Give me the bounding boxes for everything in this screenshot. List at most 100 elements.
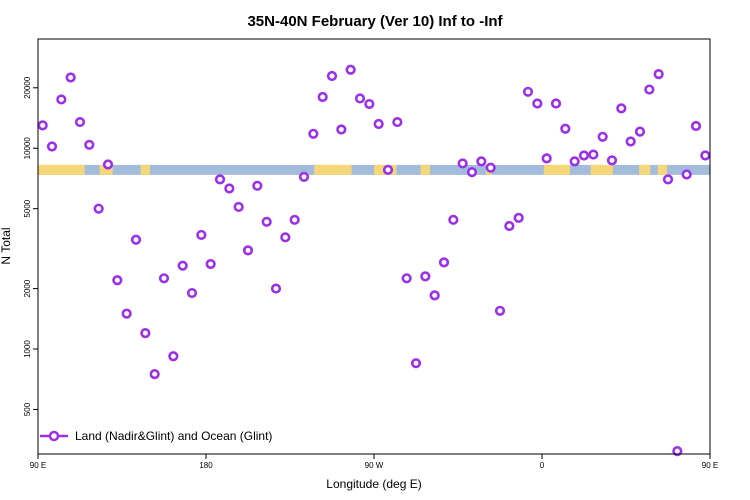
data-point [270,283,282,294]
data-point [494,305,506,316]
data-point [354,93,366,104]
legend: Land (Nadir&Glint) and Ocean (Glint) [40,429,272,443]
data-point [84,139,95,150]
data-point [242,245,254,256]
y-tick-label: 500 [23,402,32,416]
data-point [280,232,291,243]
data-point [448,214,459,225]
data-point [336,124,347,135]
legend-marker [48,430,60,442]
data-point [308,128,319,139]
data-point [186,287,198,299]
data-point [457,158,468,169]
data-point [578,150,590,161]
plot-frame [37,38,711,455]
land-band [38,164,85,175]
data-point [438,257,450,268]
data-point [420,271,431,282]
data-point [466,167,478,178]
data-point [130,234,142,245]
data-point [261,216,272,227]
data-point [158,273,170,284]
x-tick-label: 90 E [30,461,46,470]
y-tick-label: 20000 [23,76,32,99]
data-point [606,155,618,166]
y-tick-label: 5000 [23,199,32,217]
data-point [224,183,235,194]
data-point [560,123,571,134]
data-point [634,126,646,137]
data-point [672,446,683,457]
land-band [99,164,113,175]
x-axis-label: Longitude (deg E) [326,477,421,491]
data-point [233,201,244,213]
x-tick-label: 180 [199,461,213,470]
data-point [56,94,67,105]
data-point [504,220,515,232]
data-point [252,180,263,191]
y-tick-label: 2000 [23,279,32,297]
land-band [314,164,352,175]
legend-label: Land (Nadir&Glint) and Ocean (Glint) [75,429,272,443]
axes: 90 E 180 90 W 0 90 E 500 1000 2000 5000 10000 2000… [23,76,718,470]
data-point [205,258,216,270]
land-band [657,164,668,175]
data-point [102,159,114,170]
data-point [522,86,534,97]
data-point [149,369,160,380]
land-band [590,164,613,175]
data-point [317,91,328,103]
data-point [690,120,702,132]
data-point [700,150,711,161]
data-point [168,351,179,362]
data-point [681,169,692,180]
data-point [373,118,384,130]
x-tick-label: 90 W [365,461,384,470]
y-axis-label: N Total [0,227,13,264]
data-point [177,260,188,271]
data-point [597,131,608,142]
y-tick-label: 10000 [23,137,32,160]
data-point [392,116,403,128]
data-point [550,98,562,109]
data-point [65,72,76,83]
data-point [214,174,226,185]
y-tick-label: 1000 [23,340,32,358]
data-point [653,69,664,80]
data-point [485,162,496,173]
data-point [93,203,104,214]
data-point [289,214,300,225]
data-point [401,273,412,284]
data-point [644,84,655,95]
data-point [625,136,636,147]
data-point [382,164,394,176]
data-point [326,70,338,82]
land-band [543,164,570,175]
data-point [196,229,207,241]
data-point [476,156,487,167]
land-band [639,164,651,175]
data-point [662,174,674,185]
data-point [121,308,132,319]
data-point [569,156,580,167]
data-point [541,153,552,164]
surface-band [38,164,710,175]
data-point [74,116,86,128]
data-point [364,98,375,110]
land-band [140,164,150,175]
x-tick-label: 0 [540,461,545,470]
chart-title: 35N-40N February (Ver 10) Inf to -Inf [247,13,503,30]
data-point [298,171,310,182]
data-point [532,98,543,109]
data-point [410,358,422,369]
data-point [429,290,440,301]
data-point [345,64,356,75]
data-point [112,275,123,286]
land-band [420,164,430,175]
data-point [37,120,48,131]
data-points [37,64,711,457]
data-point [588,149,599,160]
data-point [616,103,627,114]
data-point [46,141,58,152]
